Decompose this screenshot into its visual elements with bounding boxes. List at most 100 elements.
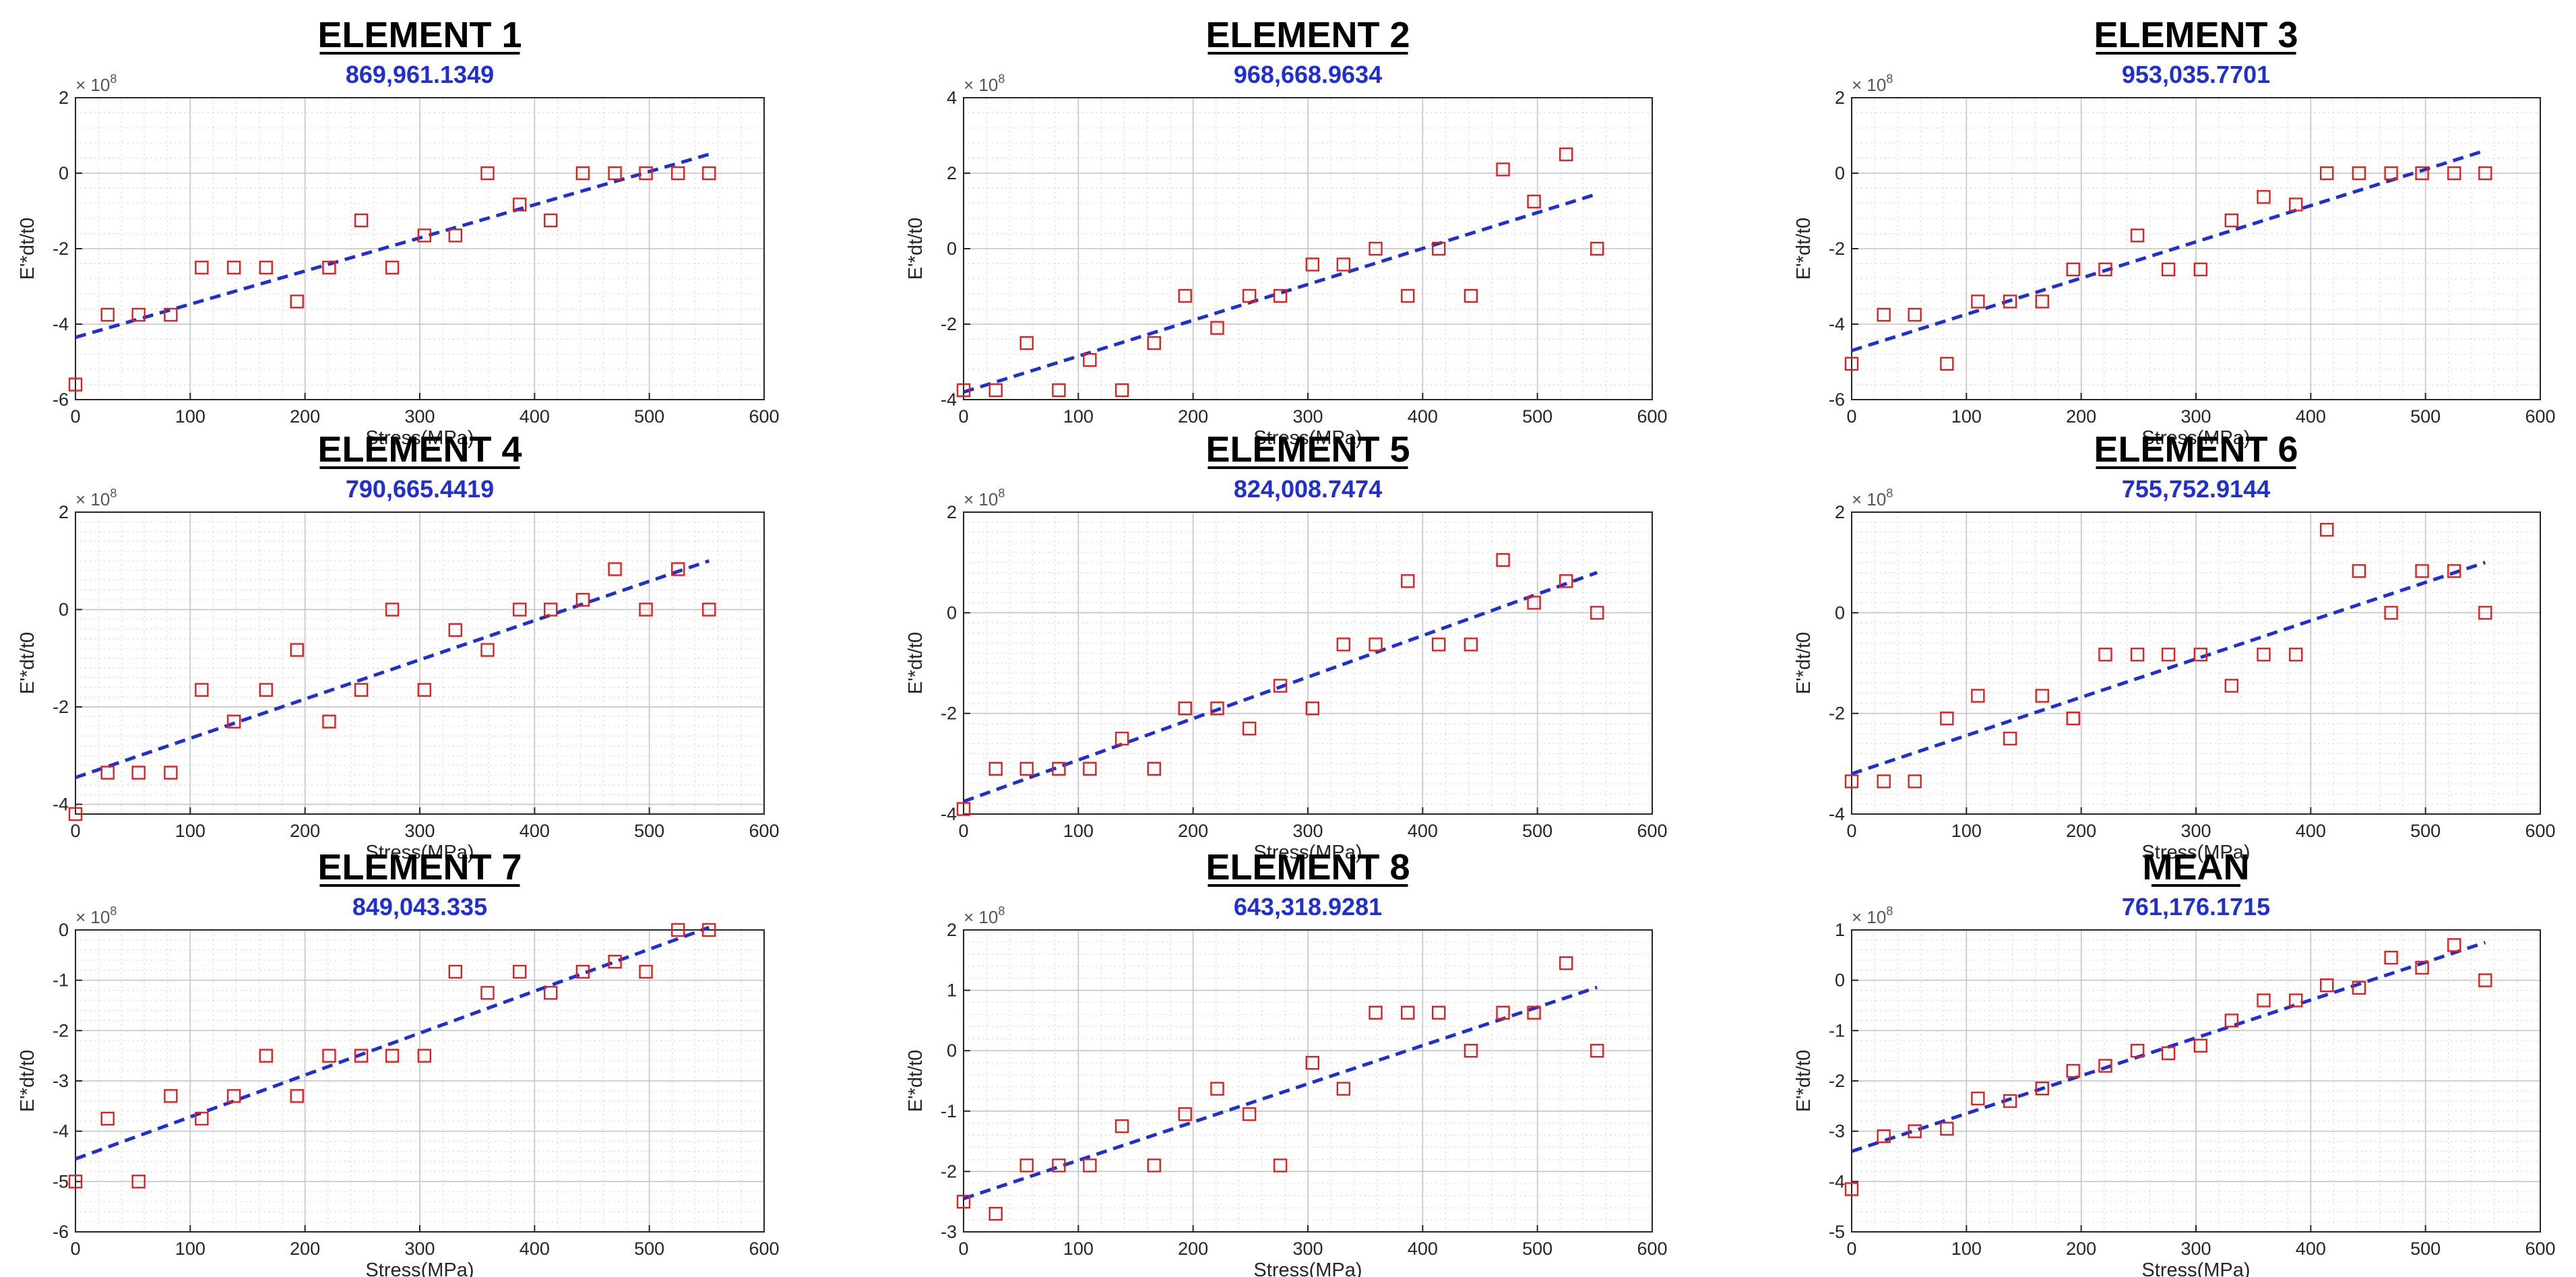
x-tick-label: 500 bbox=[1522, 1239, 1552, 1259]
data-point bbox=[988, 761, 1003, 776]
y-tick-label: -2 bbox=[941, 314, 957, 334]
y-tick-label: -4 bbox=[1829, 314, 1845, 334]
data-point bbox=[1210, 1082, 1224, 1096]
fit-line bbox=[75, 925, 710, 1161]
y-tick-label: -3 bbox=[53, 1071, 69, 1091]
data-point bbox=[226, 260, 241, 275]
chart-title: MEAN bbox=[2143, 847, 2250, 887]
x-axis-label: Stress(MPa) bbox=[365, 1259, 474, 1277]
data-point bbox=[512, 964, 527, 979]
data-point bbox=[1940, 1121, 1954, 1136]
data-point bbox=[164, 766, 178, 780]
data-point bbox=[1052, 761, 1066, 776]
x-axis-label: Stress(MPa) bbox=[2141, 427, 2250, 449]
chart-title: ELEMENT 7 bbox=[317, 847, 522, 887]
data-point bbox=[1369, 241, 1383, 256]
x-tick-label: 300 bbox=[1292, 406, 1323, 427]
data-point bbox=[100, 307, 115, 322]
data-point bbox=[702, 602, 716, 617]
data-point bbox=[1400, 1005, 1415, 1020]
chart-title: ELEMENT 3 bbox=[2094, 15, 2298, 55]
x-tick-label: 500 bbox=[634, 821, 664, 841]
x-tick-label: 500 bbox=[2410, 1239, 2441, 1259]
data-point bbox=[2415, 564, 2429, 578]
x-tick-label: 600 bbox=[749, 406, 779, 427]
data-point bbox=[639, 166, 653, 181]
data-point bbox=[1908, 1124, 1922, 1138]
y-tick-label: -5 bbox=[1829, 1222, 1845, 1242]
chart-subtitle: 968,668.9634 bbox=[1234, 61, 1382, 88]
data-point bbox=[1336, 637, 1351, 652]
x-tick-label: 300 bbox=[2180, 821, 2211, 841]
data-point bbox=[1496, 162, 1510, 177]
data-point bbox=[1336, 257, 1351, 272]
data-point bbox=[2288, 993, 2303, 1007]
y-tick-label: 0 bbox=[947, 602, 957, 623]
y-exponent-power: 8 bbox=[1886, 904, 1893, 918]
data-point bbox=[480, 986, 495, 1000]
x-tick-label: 400 bbox=[520, 1239, 550, 1259]
y-tick-label: 1 bbox=[1835, 920, 1845, 940]
data-point bbox=[290, 1089, 304, 1103]
x-tick-label: 600 bbox=[1637, 1239, 1667, 1259]
data-point bbox=[2319, 166, 2334, 181]
data-point bbox=[1908, 307, 1922, 322]
data-point bbox=[1877, 307, 1891, 322]
data-point bbox=[1052, 1158, 1066, 1173]
data-point bbox=[2478, 606, 2492, 620]
data-point bbox=[2415, 166, 2429, 181]
data-point bbox=[1496, 553, 1510, 567]
y-tick-label: -1 bbox=[1829, 1020, 1845, 1040]
y-exponent-base: × 10 bbox=[75, 489, 110, 509]
data-point bbox=[1527, 1005, 1541, 1020]
data-point bbox=[2130, 228, 2145, 243]
chart-subtitle: 953,035.7701 bbox=[2122, 61, 2270, 88]
y-exponent-power: 8 bbox=[110, 72, 117, 86]
x-tick-label: 200 bbox=[290, 406, 320, 427]
data-point bbox=[2193, 648, 2208, 662]
y-tick-label: -4 bbox=[1829, 1171, 1845, 1191]
data-point bbox=[1908, 774, 1922, 788]
data-point bbox=[2319, 522, 2334, 537]
data-point bbox=[575, 964, 590, 979]
y-exponent-label: × 108 bbox=[75, 487, 117, 509]
y-tick-label: 2 bbox=[59, 88, 69, 108]
data-point bbox=[68, 807, 83, 821]
data-point bbox=[1369, 1005, 1383, 1020]
data-point bbox=[2384, 950, 2398, 965]
fit-line bbox=[75, 559, 710, 780]
data-point bbox=[2098, 648, 2112, 662]
y-axis-label: E'*dt/t0 bbox=[17, 1050, 38, 1113]
y-axis-label: E'*dt/t0 bbox=[1793, 1050, 1815, 1113]
fit-line bbox=[963, 571, 1598, 803]
data-point bbox=[2288, 648, 2303, 662]
data-point bbox=[417, 228, 432, 243]
data-point bbox=[2098, 262, 2112, 276]
x-tick-label: 300 bbox=[1292, 1239, 1323, 1259]
data-point bbox=[2035, 294, 2049, 309]
y-tick-label: 2 bbox=[59, 502, 69, 522]
x-tick-label: 0 bbox=[1846, 1239, 1856, 1259]
y-exponent-base: × 10 bbox=[75, 75, 110, 95]
data-point bbox=[1083, 761, 1097, 776]
data-point bbox=[1844, 1182, 1859, 1196]
data-point bbox=[2447, 166, 2461, 181]
data-point bbox=[259, 260, 273, 275]
chart-panel: ELEMENT 6 755,752.9144 0 100 200 300 400 500 600… bbox=[1793, 429, 2556, 863]
x-axis-label: Stress(MPa) bbox=[365, 427, 474, 449]
data-point bbox=[195, 1111, 209, 1126]
y-axis-label: E'*dt/t0 bbox=[905, 1050, 926, 1113]
y-axis-label: E'*dt/t0 bbox=[1793, 218, 1815, 280]
data-point bbox=[2384, 166, 2398, 181]
y-exponent-base: × 10 bbox=[964, 75, 998, 95]
x-tick-label: 100 bbox=[1951, 1239, 1982, 1259]
data-point bbox=[68, 377, 83, 392]
data-point bbox=[1369, 637, 1383, 652]
data-point bbox=[988, 1206, 1003, 1221]
data-point bbox=[385, 260, 400, 275]
y-tick-label: 2 bbox=[947, 502, 957, 522]
x-tick-label: 0 bbox=[70, 1239, 80, 1259]
data-point bbox=[100, 766, 115, 780]
x-tick-label: 200 bbox=[1178, 1239, 1208, 1259]
